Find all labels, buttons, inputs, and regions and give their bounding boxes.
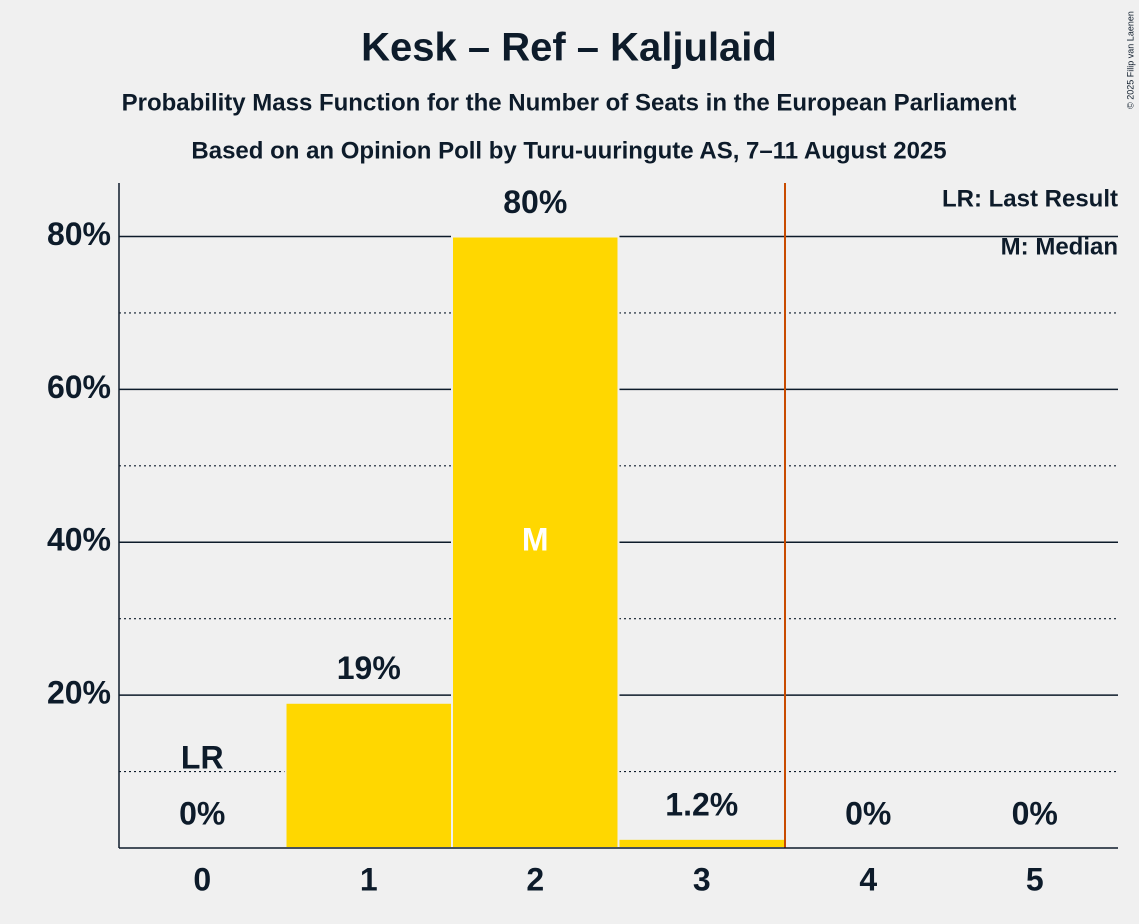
- x-tick-label: 5: [1026, 861, 1044, 897]
- x-tick-label: 0: [193, 861, 211, 897]
- y-tick-label: 60%: [47, 369, 111, 405]
- chart-title: Kesk – Ref – Kaljulaid: [361, 26, 777, 70]
- y-tick-label: 40%: [47, 522, 111, 558]
- x-tick-label: 1: [360, 861, 378, 897]
- copyright: © 2025 Filip van Laenen: [1125, 11, 1135, 109]
- x-tick-label: 2: [526, 861, 544, 897]
- legend-entry: LR: Last Result: [942, 185, 1118, 212]
- chart-subtitle: Probability Mass Function for the Number…: [122, 89, 1017, 116]
- value-label: 0%: [179, 795, 225, 831]
- value-label: 0%: [1012, 795, 1058, 831]
- value-label: 19%: [337, 650, 401, 686]
- legend-entry: M: Median: [1001, 233, 1118, 260]
- value-label: 80%: [503, 184, 567, 220]
- last-result-marker: LR: [181, 739, 224, 775]
- chart-subtitle: Based on an Opinion Poll by Turu-uuringu…: [191, 137, 946, 164]
- value-label: 0%: [845, 795, 891, 831]
- y-tick-label: 80%: [47, 216, 111, 252]
- y-tick-label: 20%: [47, 675, 111, 711]
- bar: [284, 701, 453, 850]
- x-tick-label: 3: [693, 861, 711, 897]
- x-tick-label: 4: [859, 861, 877, 897]
- value-label: 1.2%: [665, 786, 738, 822]
- median-marker: M: [522, 522, 549, 558]
- bar: [617, 837, 786, 849]
